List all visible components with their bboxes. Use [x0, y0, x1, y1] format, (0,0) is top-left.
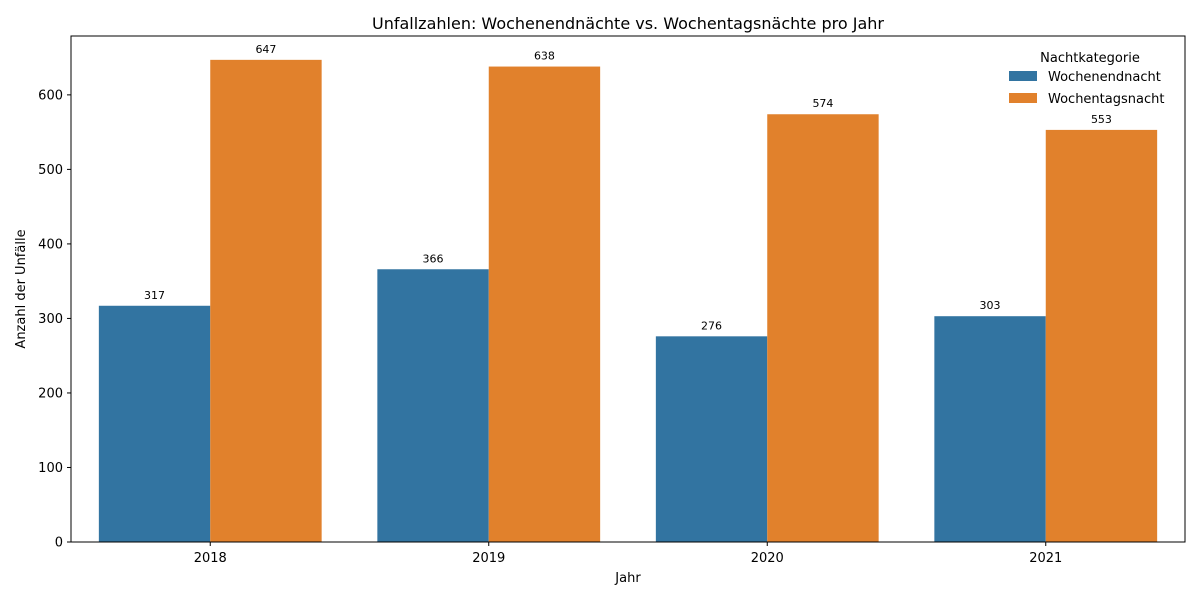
data-label: 647 — [255, 43, 276, 56]
y-tick-label: 600 — [38, 88, 63, 103]
y-tick-label: 300 — [38, 312, 63, 327]
bar-wochentagsnacht-2018 — [210, 59, 322, 542]
bar-wochentagsnacht-2020 — [767, 114, 879, 542]
legend: Nachtkategorie Wochenendnacht Wochentagsn… — [1009, 51, 1164, 107]
x-tick-label: 2020 — [751, 551, 784, 566]
y-tick-label: 500 — [38, 163, 63, 178]
y-tick-label: 0 — [55, 536, 63, 551]
bar-wochenendnacht-2018 — [98, 305, 211, 542]
bar-wochentagsnacht-2019 — [488, 66, 601, 542]
x-tick-label: 2018 — [194, 551, 227, 566]
data-label: 276 — [701, 319, 722, 332]
plot-area: 317 366 276 303 647 638 574 553 0 100 200 300 400 500… — [38, 35, 1186, 566]
x-tick-label: 2021 — [1029, 551, 1062, 566]
chart-title: Unfallzahlen: Wochenendnächte vs. Wochen… — [372, 14, 884, 33]
data-label: 317 — [144, 289, 165, 302]
x-tick-label: 2019 — [472, 551, 505, 566]
legend-label: Wochentagsnacht — [1048, 92, 1164, 107]
axes-frame — [70, 35, 1186, 543]
data-label: 574 — [812, 97, 833, 110]
bar-wochenendnacht-2019 — [377, 269, 489, 542]
data-label: 553 — [1091, 113, 1112, 126]
y-tick-label: 100 — [38, 461, 63, 476]
y-axis-label: Anzahl der Unfälle — [14, 229, 29, 348]
data-label: 366 — [423, 252, 444, 265]
data-label: 303 — [980, 299, 1001, 312]
y-tick-label: 400 — [38, 237, 63, 252]
legend-title: Nachtkategorie — [1040, 51, 1140, 66]
data-label: 638 — [534, 50, 555, 63]
legend-swatch-wochentagsnacht — [1009, 93, 1037, 103]
bar-wochenendnacht-2021 — [934, 316, 1046, 542]
legend-swatch-wochenendnacht — [1009, 71, 1037, 81]
bar-wochentagsnacht-2021 — [1045, 129, 1158, 542]
y-tick-label: 200 — [38, 386, 63, 401]
x-axis-label: Jahr — [614, 571, 641, 586]
legend-label: Wochenendnacht — [1048, 70, 1161, 85]
bar-wochenendnacht-2020 — [655, 336, 768, 542]
